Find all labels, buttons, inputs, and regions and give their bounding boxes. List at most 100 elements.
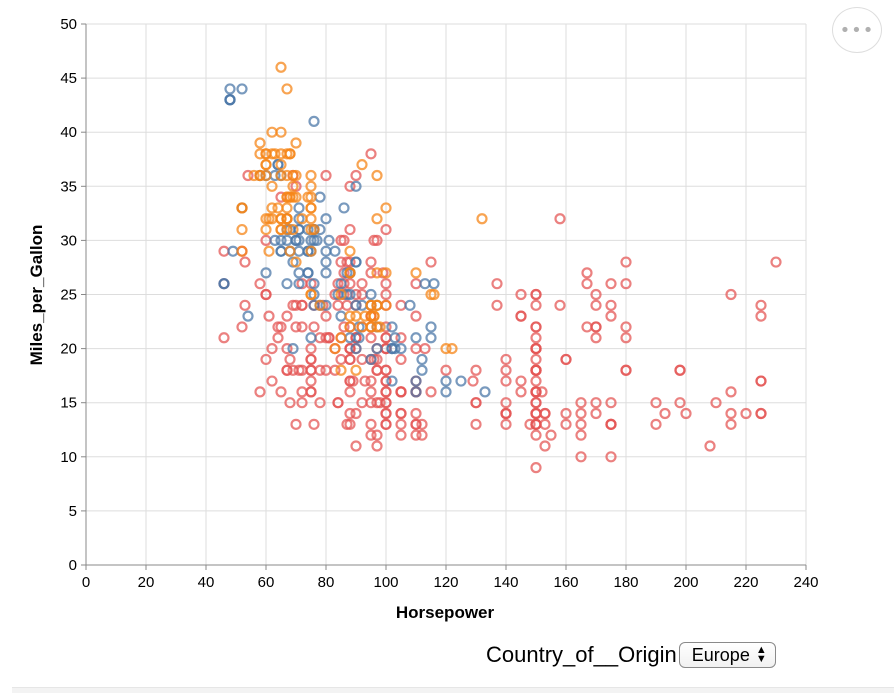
data-point — [236, 83, 248, 95]
data-point — [281, 83, 293, 95]
data-point — [440, 386, 452, 398]
data-point — [335, 332, 347, 344]
data-point — [338, 202, 350, 214]
data-point — [491, 278, 503, 290]
data-point — [344, 343, 356, 355]
data-point — [296, 299, 308, 311]
data-point — [305, 234, 317, 246]
data-point — [386, 343, 398, 355]
data-point — [554, 213, 566, 225]
ellipsis-icon: ••• — [839, 19, 875, 41]
data-point — [281, 343, 293, 355]
data-point — [395, 332, 407, 344]
data-point — [710, 397, 722, 409]
data-point — [515, 386, 527, 398]
data-point — [620, 321, 632, 333]
data-point — [266, 213, 278, 225]
data-point — [560, 418, 572, 430]
data-point — [725, 386, 737, 398]
y-axis-title: Miles_per_Gallon — [27, 225, 46, 366]
x-tick-label: 20 — [138, 574, 155, 591]
data-point — [347, 375, 359, 387]
data-point — [371, 299, 383, 311]
data-point — [371, 213, 383, 225]
data-point — [410, 407, 422, 420]
data-point — [281, 213, 293, 225]
select-value: Europe — [691, 644, 750, 665]
data-point — [365, 429, 377, 441]
data-point — [239, 256, 251, 268]
data-point — [365, 148, 377, 160]
data-point — [395, 299, 407, 311]
axes: 0 20 40 60 80 100 120 140 160 180 200 220 240 0 5 10 15 2… — [60, 16, 818, 591]
data-point — [308, 418, 320, 430]
data-point — [350, 310, 362, 322]
y-tick-label: 5 — [69, 503, 77, 520]
data-point — [320, 169, 332, 182]
data-point — [605, 397, 617, 409]
data-point — [410, 375, 422, 387]
data-point — [266, 126, 278, 138]
data-point — [581, 278, 593, 290]
data-point — [296, 386, 308, 398]
data-point — [275, 159, 287, 171]
data-point — [605, 418, 617, 430]
data-point — [590, 321, 602, 333]
data-point — [467, 375, 479, 387]
data-point — [320, 267, 332, 279]
data-point — [530, 429, 542, 441]
data-point — [344, 321, 356, 333]
data-point — [311, 234, 323, 246]
data-point — [296, 397, 308, 409]
data-point — [404, 299, 416, 311]
data-point — [536, 386, 548, 398]
data-point — [356, 299, 368, 311]
data-point — [380, 299, 392, 311]
data-point — [725, 288, 737, 301]
data-point — [356, 278, 368, 290]
data-point — [575, 407, 587, 420]
data-point — [515, 310, 527, 322]
data-point — [386, 375, 398, 387]
data-point — [266, 375, 278, 387]
data-point — [254, 386, 266, 398]
x-tick-label: 160 — [553, 574, 578, 591]
data-point — [260, 353, 272, 366]
data-point — [389, 332, 401, 344]
data-point — [335, 353, 347, 366]
data-point — [305, 169, 317, 182]
data-point — [368, 234, 380, 246]
data-point — [674, 364, 686, 376]
y-tick-label: 15 — [60, 395, 77, 412]
data-point — [410, 418, 422, 430]
data-point — [410, 278, 422, 290]
data-point — [275, 234, 287, 246]
data-point — [380, 278, 392, 290]
data-point — [236, 245, 248, 257]
data-point — [266, 202, 278, 214]
data-point — [416, 418, 428, 430]
actions-menu-button[interactable]: ••• — [832, 7, 882, 53]
data-point — [515, 375, 527, 387]
data-point — [365, 299, 377, 311]
data-point — [470, 397, 482, 409]
data-point — [287, 343, 299, 355]
data-point — [293, 267, 305, 279]
data-point — [320, 299, 332, 311]
data-point — [416, 353, 428, 366]
data-point — [605, 278, 617, 290]
country-select[interactable]: Europe ▲ ▼ — [678, 642, 776, 668]
bottom-bar — [12, 687, 894, 693]
data-point — [290, 191, 302, 203]
data-point — [380, 418, 392, 430]
data-point — [659, 407, 671, 420]
y-tick-label: 35 — [60, 178, 77, 195]
data-point — [344, 223, 356, 236]
data-point — [335, 278, 347, 290]
data-point — [260, 288, 272, 301]
y-tick-label: 10 — [60, 449, 77, 466]
data-point — [560, 407, 572, 420]
data-point — [335, 364, 347, 376]
data-point — [308, 115, 320, 127]
data-point — [242, 169, 254, 182]
